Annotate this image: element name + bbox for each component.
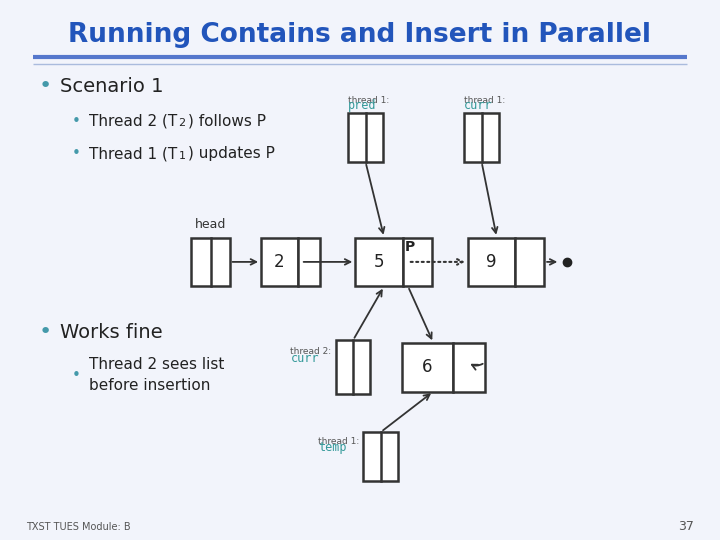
Text: TXST TUES Module: B: TXST TUES Module: B bbox=[27, 522, 131, 531]
Text: P: P bbox=[405, 240, 415, 254]
Text: ) updates P: ) updates P bbox=[188, 146, 274, 161]
Text: 1: 1 bbox=[179, 151, 186, 160]
Text: 5: 5 bbox=[374, 253, 384, 271]
Text: 9: 9 bbox=[486, 253, 497, 271]
Text: •: • bbox=[71, 146, 81, 161]
Text: •: • bbox=[39, 76, 52, 97]
Text: 2: 2 bbox=[274, 253, 284, 271]
Bar bbox=[336, 340, 370, 394]
Text: Scenario 1: Scenario 1 bbox=[60, 77, 163, 96]
Bar bbox=[464, 113, 499, 162]
Bar bbox=[454, 343, 485, 391]
Bar bbox=[355, 238, 402, 286]
Text: temp: temp bbox=[318, 441, 347, 454]
Text: Thread 2 (T: Thread 2 (T bbox=[89, 114, 177, 129]
Bar bbox=[402, 238, 431, 286]
Text: ) follows P: ) follows P bbox=[188, 114, 266, 129]
Bar bbox=[402, 343, 454, 391]
Text: pred: pred bbox=[348, 99, 377, 112]
Text: thread 2:: thread 2: bbox=[290, 347, 332, 356]
Text: thread 1:: thread 1: bbox=[464, 96, 505, 105]
Text: 37: 37 bbox=[678, 520, 693, 533]
Bar bbox=[297, 238, 320, 286]
Text: curr: curr bbox=[290, 352, 319, 365]
Text: curr: curr bbox=[464, 99, 492, 112]
Text: Works fine: Works fine bbox=[60, 322, 163, 342]
Text: 6: 6 bbox=[423, 358, 433, 376]
Text: •: • bbox=[39, 322, 52, 342]
Text: thread 1:: thread 1: bbox=[318, 436, 359, 446]
Bar bbox=[348, 113, 383, 162]
Text: thread 1:: thread 1: bbox=[348, 96, 390, 105]
Bar bbox=[515, 238, 544, 286]
Bar bbox=[364, 432, 398, 481]
Text: 2: 2 bbox=[179, 118, 186, 128]
Text: •: • bbox=[71, 114, 81, 129]
Bar bbox=[468, 238, 515, 286]
Bar bbox=[192, 238, 230, 286]
Text: Thread 1 (T: Thread 1 (T bbox=[89, 146, 177, 161]
Text: head: head bbox=[195, 218, 226, 231]
Text: Running Contains and Insert in Parallel: Running Contains and Insert in Parallel bbox=[68, 22, 652, 48]
Text: •: • bbox=[71, 368, 81, 383]
Bar bbox=[261, 238, 297, 286]
Text: Thread 2 sees list
before insertion: Thread 2 sees list before insertion bbox=[89, 357, 225, 393]
